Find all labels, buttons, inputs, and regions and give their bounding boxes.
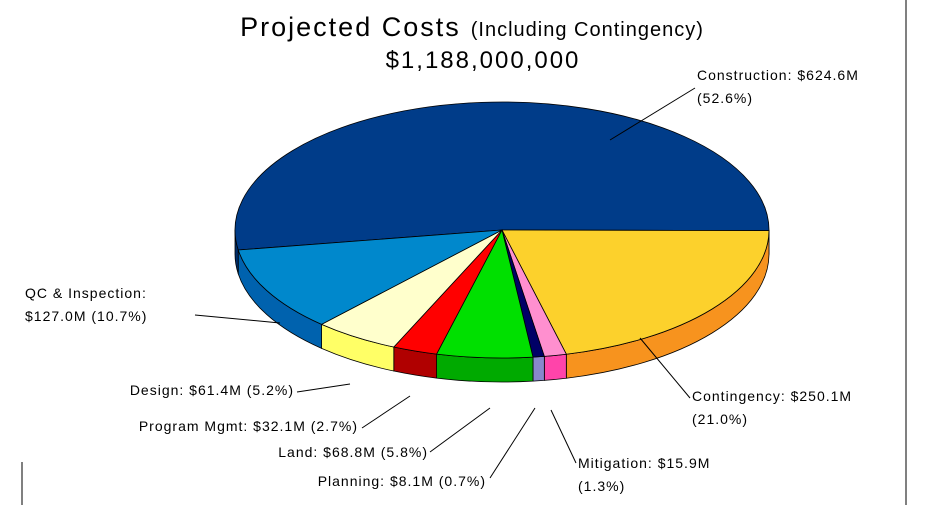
data-label: (52.6%) — [697, 90, 753, 106]
leader-line — [489, 407, 536, 479]
data-label: QC & Inspection: — [25, 285, 147, 301]
data-label: Mitigation: $15.9M — [578, 455, 710, 471]
chart-title: Projected Costs (Including Contingency) — [240, 12, 704, 42]
leader-line — [609, 87, 696, 141]
slice-side — [532, 355, 545, 382]
data-label: Planning: $8.1M (0.7%) — [318, 473, 486, 489]
data-label: Land: $68.8M (5.8%) — [278, 444, 428, 460]
slice-side — [543, 353, 567, 381]
leader-line — [296, 383, 351, 393]
slice — [501, 229, 770, 355]
slice — [234, 101, 770, 251]
leader-line — [550, 409, 577, 464]
data-label: Program Mgmt: $32.1M (2.7%) — [139, 418, 358, 434]
slice — [237, 229, 503, 325]
data-label: Contingency: $250.1M — [692, 388, 852, 404]
data-label: (21.0%) — [692, 411, 748, 427]
leader-line — [639, 337, 691, 399]
data-label: Design: $61.4M (5.2%) — [130, 382, 294, 398]
data-label: $127.0M (10.7%) — [25, 308, 147, 324]
data-label: (1.3%) — [578, 478, 625, 494]
leader-line — [429, 407, 491, 453]
data-label: Construction: $624.6M — [697, 67, 859, 83]
title-note: (Including Contingency) — [471, 19, 704, 41]
subtitle: $1,188,000,000 — [386, 47, 581, 74]
slice-side — [436, 353, 534, 383]
leader-line — [194, 314, 281, 324]
title-main: Projected Costs — [240, 12, 461, 42]
leader-line — [361, 395, 411, 429]
